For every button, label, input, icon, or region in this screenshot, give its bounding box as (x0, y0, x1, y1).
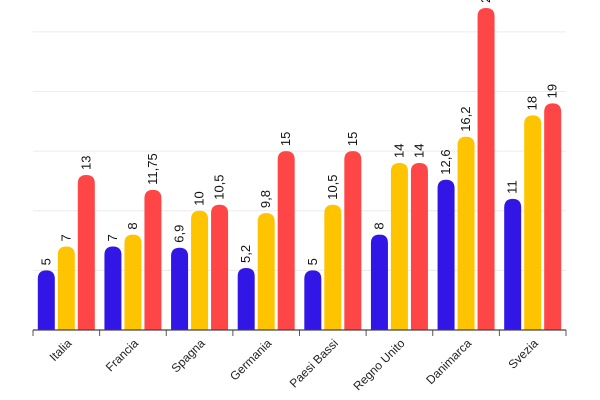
bar-spagna-series-2 (191, 210, 209, 330)
x-tick-label: Paesi Bassi (287, 336, 341, 390)
bar-francia-series-3 (144, 189, 162, 330)
value-label: 5,2 (238, 245, 253, 263)
value-label: 2 (478, 0, 493, 3)
x-tick-label: Danimarca (423, 336, 474, 387)
bar-italia-series-3 (77, 174, 95, 330)
value-label: 9,8 (258, 190, 273, 208)
bar-paesi-bassi-series-1 (304, 270, 322, 330)
x-tick-label: Svezia (505, 336, 541, 372)
value-label: 8 (371, 222, 386, 229)
value-label: 8 (125, 222, 140, 229)
value-label: 7 (58, 234, 73, 241)
x-tick-label: Germania (227, 336, 274, 383)
x-tick-label: Italia (47, 336, 75, 364)
bar-regno-unito-series-3 (410, 163, 428, 330)
value-label: 15 (278, 132, 293, 146)
value-label: 5 (38, 258, 53, 265)
bar-germania-series-1 (237, 267, 255, 330)
bar-svezia-series-2 (524, 115, 542, 330)
x-tick-labels-group: Italia Francia Spagna Germania Paesi Bassi Re… (47, 336, 541, 393)
value-label: 11,75 (145, 153, 160, 185)
x-axis (32, 329, 567, 336)
value-label: 11 (505, 180, 520, 194)
bar-italia-series-1 (37, 270, 55, 330)
bar-spagna-series-3 (211, 204, 229, 330)
value-label: 13 (78, 155, 93, 169)
value-label: 14 (391, 144, 406, 158)
value-label: 7 (105, 234, 120, 241)
bar-spagna-series-1 (171, 247, 189, 330)
bar-svezia-series-3 (544, 103, 562, 330)
value-label: 12,6 (438, 149, 453, 174)
bar-regno-unito-series-2 (390, 163, 408, 330)
bar-francia-series-2 (124, 234, 142, 330)
value-label: 10,5 (325, 174, 340, 199)
bar-germania-series-3 (277, 151, 295, 330)
bar-svezia-series-1 (504, 198, 522, 330)
bars-group (37, 8, 562, 330)
bar-paesi-bassi-series-2 (324, 204, 342, 330)
grid-lines (33, 31, 566, 271)
x-tick-label: Spagna (169, 336, 208, 375)
value-label: 15 (345, 132, 360, 146)
bar-germania-series-2 (257, 213, 275, 330)
x-tick-label: Regno Unito (350, 336, 407, 393)
x-tick-label: Francia (103, 336, 141, 374)
value-label: 6,9 (172, 225, 187, 243)
value-label: 14 (411, 144, 426, 158)
bar-italia-series-2 (57, 246, 75, 330)
value-label: 18 (525, 96, 540, 110)
bar-danimarca-series-2 (457, 136, 475, 330)
value-label: 10,5 (212, 174, 227, 199)
bar-paesi-bassi-series-3 (344, 151, 362, 330)
value-label: 16,2 (458, 106, 473, 131)
value-label: 5 (305, 258, 320, 265)
bar-francia-series-1 (104, 246, 122, 330)
bar-danimarca-series-1 (437, 179, 455, 330)
value-label: 10 (192, 191, 207, 205)
value-label: 19 (545, 84, 560, 98)
bar-danimarca-series-3 (477, 8, 495, 330)
bar-regno-unito-series-1 (370, 234, 388, 330)
